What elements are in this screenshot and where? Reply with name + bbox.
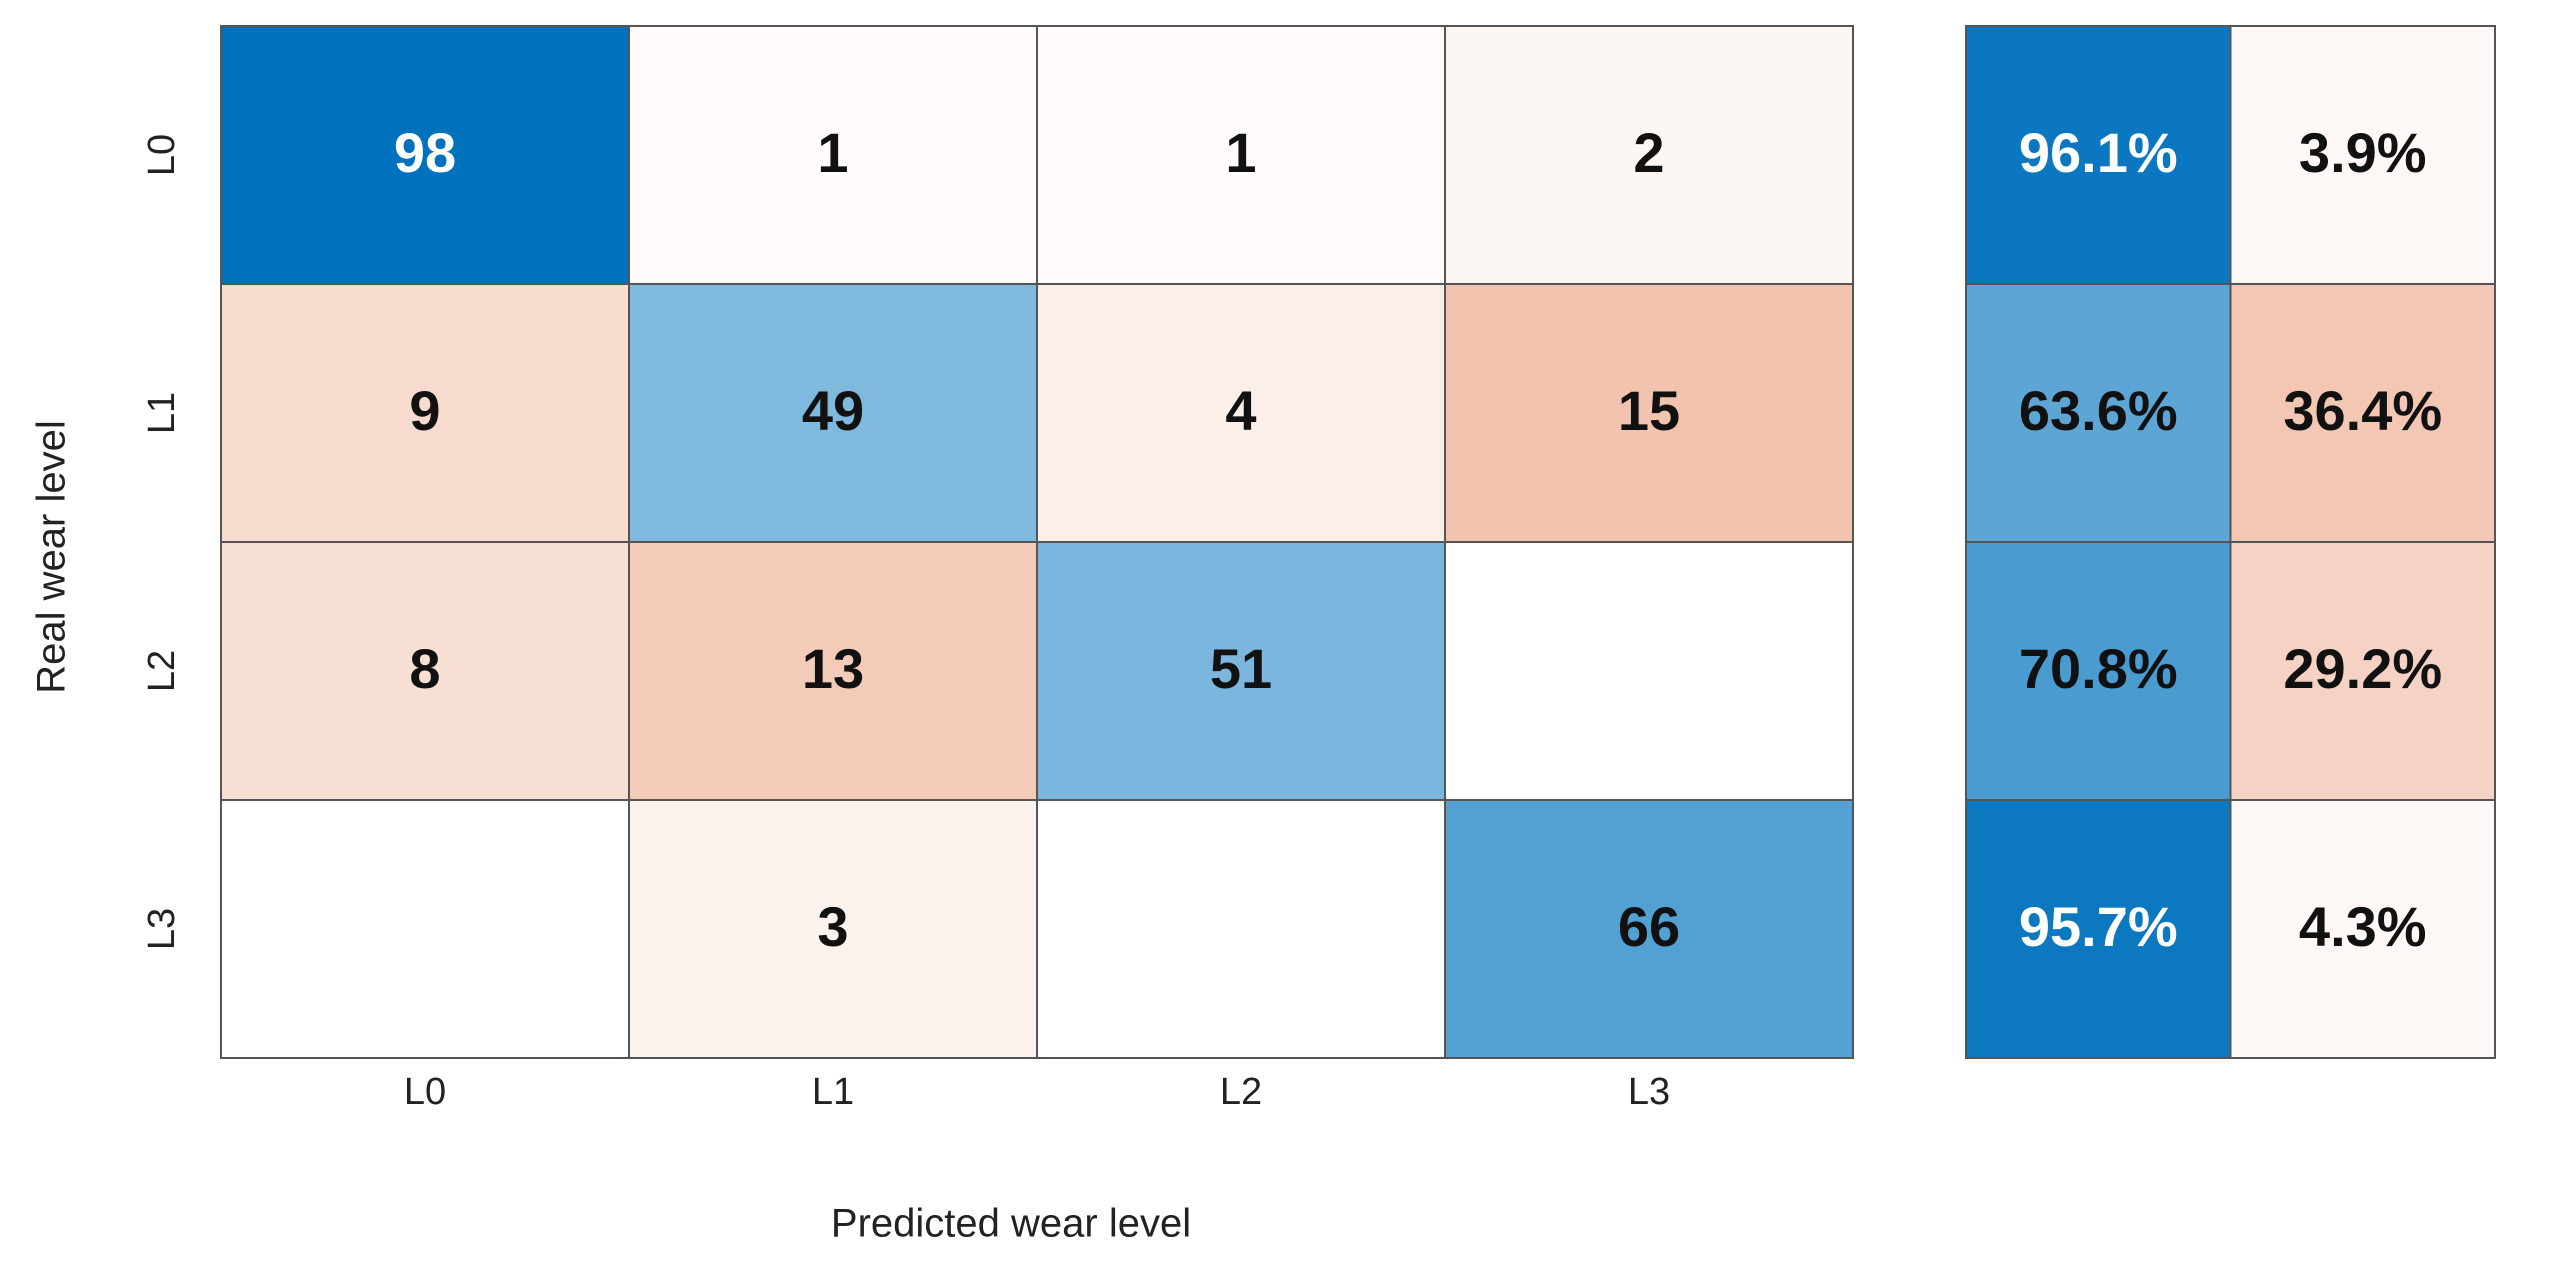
cell-label: 13 [802, 637, 864, 700]
x-tick-label: L1 [812, 1071, 854, 1113]
summary-cell [2229, 283, 2496, 543]
summary-label: 95.7% [2019, 895, 2178, 958]
cell-label: 2 [1633, 121, 1664, 184]
y-tick-label: L0 [141, 134, 183, 176]
summary-cell [1965, 799, 2232, 1059]
summary-label: 29.2% [2283, 637, 2442, 700]
cell-label: 4 [1225, 379, 1256, 442]
y-tick-label: L2 [141, 650, 183, 692]
cell [1444, 283, 1854, 543]
x-tick-label: L2 [1220, 1071, 1262, 1113]
cell [1444, 25, 1854, 285]
cell-label: 15 [1618, 379, 1680, 442]
summary-label: 36.4% [2283, 379, 2442, 442]
y-axis-title: Real wear level [30, 420, 74, 693]
summary-cell [2229, 25, 2496, 285]
summary-label: 63.6% [2019, 379, 2178, 442]
summary-label: 70.8% [2019, 637, 2178, 700]
cell-label: 3 [817, 895, 848, 958]
cell [220, 799, 630, 1059]
cell [1036, 799, 1446, 1059]
summary-label: 4.3% [2299, 895, 2427, 958]
summary-cell [1965, 541, 2232, 801]
cell [1036, 25, 1446, 285]
summary-label: 96.1% [2019, 121, 2178, 184]
x-tick-label: L3 [1628, 1071, 1670, 1113]
summary-cell [1965, 283, 2232, 543]
cell [1444, 541, 1854, 801]
cell [1036, 283, 1446, 543]
cell [1444, 799, 1854, 1059]
cell [220, 283, 630, 543]
cell [220, 25, 630, 285]
summary-cell [2229, 799, 2496, 1059]
cell-label: 98 [394, 121, 456, 184]
cell [628, 799, 1038, 1059]
summary-label: 3.9% [2299, 121, 2427, 184]
cell-label: 1 [817, 121, 848, 184]
cell-label: 51 [1210, 637, 1272, 700]
summary-cell [2229, 541, 2496, 801]
cell-label: 66 [1618, 895, 1680, 958]
cell-label: 1 [1225, 121, 1256, 184]
cell-label: 8 [409, 637, 440, 700]
y-tick-label: L1 [141, 392, 183, 434]
y-tick-label: L3 [141, 908, 183, 950]
summary-cell [1965, 25, 2232, 285]
cell [628, 283, 1038, 543]
cell-label: 49 [802, 379, 864, 442]
cell-label: 9 [409, 379, 440, 442]
x-axis-title: Predicted wear level [831, 1202, 1191, 1246]
cell [628, 541, 1038, 801]
x-tick-label: L0 [404, 1071, 446, 1113]
cell [628, 25, 1038, 285]
